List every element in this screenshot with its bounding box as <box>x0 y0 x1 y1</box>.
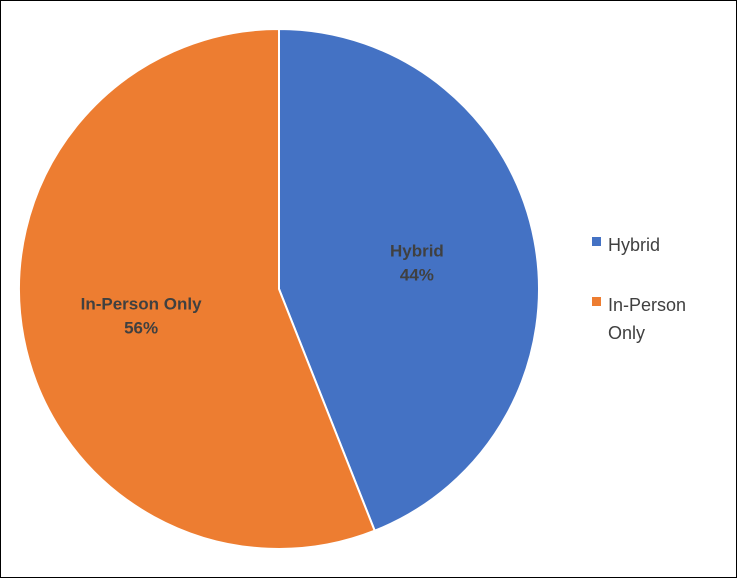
legend-swatch <box>592 237 601 246</box>
legend-item-hybrid: Hybrid <box>592 235 660 255</box>
legend-label: Hybrid <box>608 235 660 255</box>
legend-item-in-person-only: In-Person Only <box>592 295 686 343</box>
data-label-category-hybrid: Hybrid <box>390 242 444 261</box>
legend-label: In-Person Only <box>608 295 686 343</box>
data-label-category-in-person-only: In-Person Only <box>81 294 202 313</box>
pie-slice-in-person-only <box>18 28 376 550</box>
data-label-hybrid: Hybrid 44% <box>390 242 444 285</box>
data-label-value-hybrid: 44% <box>400 266 434 285</box>
data-label-in-person-only: In-Person Only 56% <box>81 294 202 337</box>
data-label-value-in-person-only: 56% <box>124 318 158 337</box>
pie-slice-hybrid <box>278 28 540 532</box>
legend-swatch <box>592 297 601 306</box>
